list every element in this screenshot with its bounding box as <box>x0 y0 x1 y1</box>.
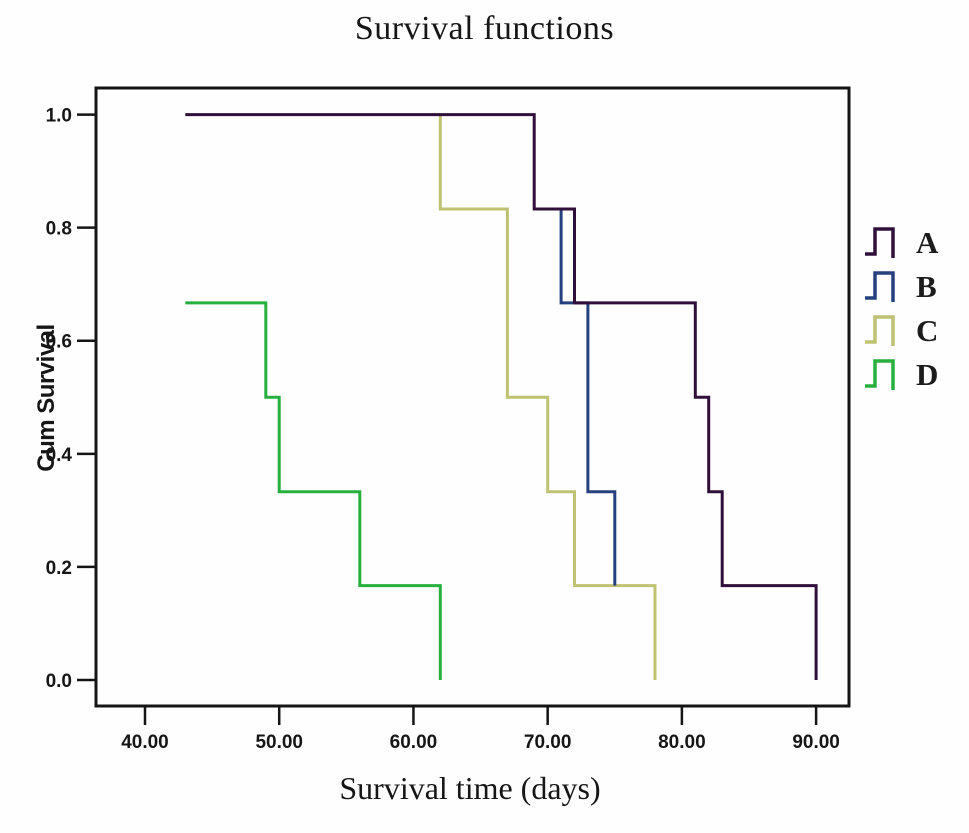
x-axis-title: Survival time (days) <box>339 770 601 806</box>
legend-step-glyph <box>865 359 895 390</box>
x-tick-label: 90.00 <box>792 732 840 753</box>
legend-step-glyph <box>865 227 895 258</box>
series-D-line <box>185 301 442 680</box>
chart-title: Survival functions <box>354 10 615 47</box>
y-tick-label: 0.4 <box>46 445 73 466</box>
legend-label: B <box>916 268 937 304</box>
y-tick-label: 0.8 <box>46 219 72 240</box>
x-tick-label: 40.00 <box>121 732 169 753</box>
x-tick-label: 50.00 <box>255 732 303 753</box>
legend-step-icon <box>865 271 895 302</box>
legend-step-glyph <box>865 315 895 346</box>
legend-step-icon <box>865 315 895 346</box>
series-C-line <box>438 114 657 680</box>
legend-item-B: B <box>862 264 938 308</box>
x-tick-label: 60.00 <box>390 732 438 753</box>
legend-label: C <box>916 312 939 348</box>
legend-step-icon <box>865 359 895 390</box>
x-tick-label: 80.00 <box>658 732 706 753</box>
y-tick-label: 1.0 <box>46 106 72 127</box>
legend-label: A <box>916 224 939 260</box>
legend-step-glyph <box>865 271 895 302</box>
series-B-line <box>559 209 617 586</box>
series-A-line <box>185 113 818 680</box>
y-tick-label: 0.0 <box>46 671 72 692</box>
plot-area-border <box>94 86 851 708</box>
x-tick-label: 70.00 <box>524 732 572 753</box>
legend-item-C: C <box>862 308 938 352</box>
legend-step-icon <box>865 227 895 258</box>
y-tick-label: 0.2 <box>46 558 72 579</box>
legend-item-A: A <box>862 220 938 264</box>
legend-label: D <box>916 356 939 392</box>
y-tick-label: 0.6 <box>46 332 72 353</box>
legend-item-D: D <box>862 352 938 396</box>
